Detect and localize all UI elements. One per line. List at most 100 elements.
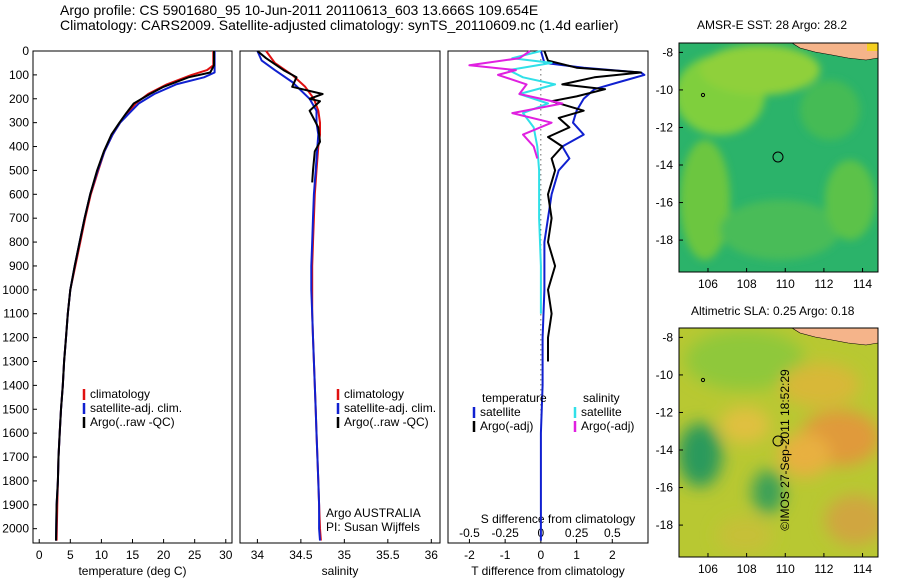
temperature-Argo(-adj)-series-line — [543, 50, 642, 362]
salinity-satellite-series-line — [507, 50, 557, 314]
difference-x-axis-label: T difference from climatology — [471, 564, 625, 578]
salinity-Argo(-adj)-series-line — [468, 50, 564, 159]
sla_map-lat-tick-label: -14 — [656, 443, 674, 457]
depth-tick-label: 300 — [9, 116, 29, 130]
temperature-frame — [32, 50, 233, 544]
legend-label: Argo(..raw -QC) — [344, 415, 429, 429]
difference-x-tick-label: 1 — [573, 548, 580, 562]
salinity-x-tick-label: 35 — [338, 548, 352, 562]
depth-tick-label: 500 — [9, 163, 29, 177]
sst_map-lon-tick-label: 112 — [814, 277, 833, 291]
salinity-panel: 34 34.5 35 35.5 36 salinity climatologysatelli… — [239, 50, 441, 578]
sla-coast-land — [791, 328, 878, 346]
sla_map-lon-tick-label: 110 — [776, 562, 795, 576]
depth-tick-label: 1500 — [2, 402, 29, 416]
depth-tick-label: 1300 — [2, 354, 29, 368]
sla_map-lat-tick-label: -10 — [656, 368, 674, 382]
sla_map-lat-tick-label: -16 — [656, 481, 674, 495]
temperature-x-tick-label: 5 — [67, 548, 74, 562]
satellite-adj. clim.-series-line — [55, 51, 216, 541]
salinity-frame — [239, 50, 441, 544]
sst_map-lat-tick-label: -10 — [656, 83, 674, 97]
sst_map-lat-tick-label: -16 — [656, 196, 674, 210]
salinity-diff-tick-label: -0.25 — [491, 526, 519, 540]
depth-tick-label: 600 — [9, 187, 29, 201]
sst_map-lon-tick-label: 106 — [698, 277, 718, 291]
temperature-x-tick-label: 20 — [157, 548, 171, 562]
salinity-x-tick-label: 34.5 — [289, 548, 313, 562]
depth-tick-label: 700 — [9, 211, 29, 225]
salinity-x-axis-label: salinity — [322, 564, 359, 578]
depth-tick-label: 1800 — [2, 474, 29, 488]
sst_map-axes: 106 108 110 112 114 -8 -10 -12 -14 -16 -18 — [656, 45, 873, 291]
depth-tick-label: 1700 — [2, 450, 29, 464]
sst-hotspot — [867, 43, 878, 51]
figure-title-line2: Climatology: CARS2009. Satellite-adjuste… — [60, 17, 619, 33]
sst_map-lat-tick-label: -12 — [656, 120, 674, 134]
salinity-x-tick-label: 35.5 — [376, 548, 400, 562]
depth-tick-label: 900 — [9, 259, 29, 273]
difference-x-tick-label: 0 — [538, 548, 545, 562]
salinity-diff-tick-label: 0.25 — [565, 526, 589, 540]
climatology-series-line — [55, 51, 215, 541]
temperature-x-tick-label: 30 — [219, 548, 233, 562]
depth-tick-label: 1400 — [2, 378, 29, 392]
legend-label: Argo(..raw -QC) — [90, 415, 175, 429]
temperature-x-tick-label: 0 — [36, 548, 43, 562]
sla_map-axes: 106 108 110 112 114 -8 -10 -12 -14 -16 -18 — [656, 330, 873, 576]
figure-title-line1: Argo profile: CS 5901680_95 10-Jun-2011 … — [60, 2, 539, 18]
temperature-x-axis-label: temperature (deg C) — [78, 564, 186, 578]
depth-tick-label: 400 — [9, 140, 29, 154]
depth-tick-label: 1600 — [2, 426, 29, 440]
credit-line1: Argo AUSTRALIA — [326, 506, 421, 520]
difference-x-tick-label: -2 — [464, 548, 475, 562]
sla_map-lat-tick-label: -8 — [662, 330, 673, 344]
legend-label: Argo(-adj) — [480, 419, 533, 433]
depth-tick-label: 100 — [9, 68, 29, 82]
salinity-x-tick-label: 34 — [251, 548, 265, 562]
depth-tick-label: 0 — [22, 44, 29, 58]
depth-tick-label: 1200 — [2, 331, 29, 345]
legend-header-temperature: temperature — [482, 391, 547, 405]
Argo(..raw -QC)-series-line — [256, 50, 324, 183]
temperature-x-tick-label: 15 — [126, 548, 140, 562]
sla-map — [678, 327, 879, 558]
difference-panel: -2 -1 0 1 2 T difference from climatology -0.5… — [447, 50, 649, 578]
legend-label: Argo(-adj) — [581, 419, 634, 433]
sla_map-lat-tick-label: -18 — [656, 518, 674, 532]
salinity-diff-tick-label: 0.5 — [604, 526, 621, 540]
sla-map-title: Altimetric SLA: 0.25 Argo: 0.18 — [691, 304, 855, 318]
difference-x-tick-label: -1 — [500, 548, 511, 562]
depth-tick-label: 2000 — [2, 522, 29, 536]
temperature-x-tick-label: 25 — [188, 548, 202, 562]
legend-header-salinity: salinity — [583, 391, 620, 405]
temperature-satellite-series-line — [539, 50, 646, 541]
satellite-adj. clim.-series-line — [256, 50, 321, 541]
sst-map-title: AMSR-E SST: 28 Argo: 28.2 — [697, 18, 848, 32]
sst_map-lat-tick-label: -8 — [662, 45, 673, 59]
legend-label: satellite — [581, 405, 622, 419]
sst-island-marker — [700, 92, 706, 98]
sla-map-frame — [678, 327, 879, 558]
salinity-diff-axis-label: S difference from climatology — [481, 512, 636, 526]
sla_map-lat-tick-label: -12 — [656, 405, 674, 419]
sla_map-lon-tick-label: 108 — [737, 562, 757, 576]
temperature-panel: 0100200300400500600700800900100011001200… — [2, 44, 232, 578]
legend-label: satellite-adj. clim. — [344, 401, 436, 415]
sla-island-marker — [700, 377, 706, 383]
legend-label: climatology — [344, 387, 404, 401]
sst_map-lon-tick-label: 110 — [776, 277, 795, 291]
sla_map-lon-tick-label: 112 — [814, 562, 833, 576]
depth-tick-label: 200 — [9, 92, 29, 106]
sla-argo-position-marker — [772, 435, 784, 447]
legend-label: satellite-adj. clim. — [90, 401, 182, 415]
climatology-series-line — [265, 50, 322, 541]
salinity-x-tick-label: 36 — [425, 548, 439, 562]
depth-tick-label: 1000 — [2, 283, 29, 297]
legend-label: climatology — [90, 387, 150, 401]
credit-line2: PI: Susan Wijffels — [326, 520, 420, 534]
sst_map-lon-tick-label: 108 — [737, 277, 757, 291]
sla_map-lon-tick-label: 114 — [853, 562, 872, 576]
sst_map-lat-tick-label: -14 — [656, 158, 674, 172]
